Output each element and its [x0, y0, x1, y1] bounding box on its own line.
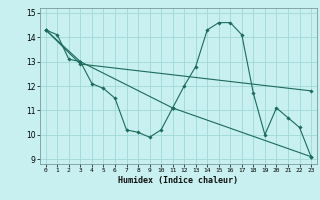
X-axis label: Humidex (Indice chaleur): Humidex (Indice chaleur) [118, 176, 238, 185]
